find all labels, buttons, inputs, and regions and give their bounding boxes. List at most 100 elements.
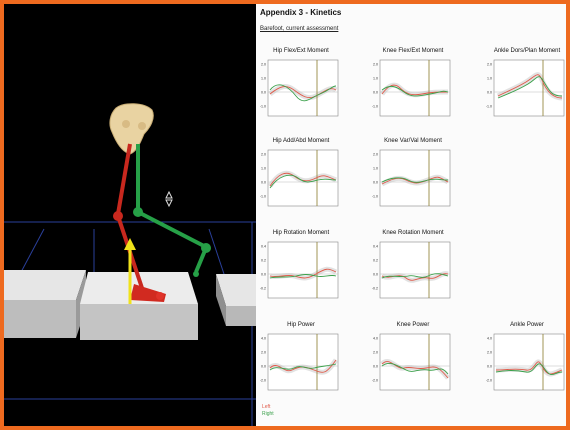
- panel-title: Hip Rotation Moment: [272, 230, 330, 236]
- y-tick-label: 0.0: [373, 365, 378, 369]
- y-tick-label: 4.0: [261, 337, 266, 341]
- y-tick-label: 0.0: [487, 91, 492, 95]
- right-series-line: [495, 363, 563, 375]
- y-tick-label: 2.0: [487, 351, 492, 355]
- kinetics-panel: Ankle Dors/Plan Moment 2.0 1.0 0.0 -1.0: [486, 48, 566, 122]
- right-series-line: [497, 76, 563, 99]
- force-plate-right: [216, 274, 256, 326]
- panel-plot: 2.0 1.0 0.0 -1.0: [486, 59, 565, 117]
- y-tick-label: 0.0: [487, 365, 492, 369]
- skeleton-scene: [4, 103, 256, 426]
- panel-plot: 4.0 2.0 0.0 -2.0: [486, 333, 565, 391]
- panel-title: Hip Flex/Ext Moment: [273, 48, 329, 54]
- y-tick-label: 1.0: [261, 167, 266, 171]
- y-tick-label: 4.0: [487, 337, 492, 341]
- kinetics-report-page: Appendix 3 - Kinetics Barefoot, current …: [256, 4, 566, 426]
- app-window: Appendix 3 - Kinetics Barefoot, current …: [4, 4, 566, 426]
- y-tick-label: 0.0: [261, 181, 266, 185]
- 3d-gait-viewport[interactable]: [4, 4, 256, 426]
- y-tick-label: 1.0: [261, 77, 266, 81]
- kinetics-panel: Knee Var/Val Moment 2.0 1.0 0.0 -1.0: [372, 138, 454, 212]
- panel-plot: 0.4 0.2 0.0 -0.2: [260, 241, 339, 299]
- left-series-line: [497, 74, 563, 99]
- panel-plot: 2.0 1.0 0.0 -1.0: [372, 59, 451, 117]
- panel-plot: 2.0 1.0 0.0 -1.0: [260, 149, 339, 207]
- kinetics-panel: Knee Power 4.0 2.0 0.0 -2.0: [372, 322, 454, 396]
- y-tick-label: 0.0: [261, 91, 266, 95]
- panel-title: Knee Rotation Moment: [382, 230, 444, 236]
- panel-plot: 4.0 2.0 0.0 -2.0: [372, 333, 451, 391]
- move-cursor-icon: [165, 190, 173, 208]
- panel-title: Ankle Power: [510, 322, 544, 328]
- y-tick-label: 1.0: [373, 167, 378, 171]
- y-tick-label: 0.0: [373, 273, 378, 277]
- legend-right: Right: [262, 411, 274, 417]
- left-series-line: [269, 172, 337, 187]
- y-tick-label: -1.0: [260, 195, 266, 199]
- force-plate-left: [4, 270, 86, 338]
- y-tick-label: 0.4: [373, 245, 378, 249]
- y-tick-label: -0.2: [372, 287, 378, 291]
- y-tick-label: 0.0: [261, 273, 266, 277]
- right-leg-green: [133, 144, 211, 277]
- panel-title: Ankle Dors/Plan Moment: [493, 48, 561, 54]
- y-tick-label: 2.0: [261, 351, 266, 355]
- right-series-line: [269, 363, 337, 371]
- kinetics-panel: Hip Power 4.0 2.0 0.0 -2.0: [260, 322, 342, 396]
- panel-title: Hip Add/Abd Moment: [272, 138, 330, 144]
- panel-title: Knee Power: [396, 322, 430, 328]
- right-series-line: [381, 85, 449, 97]
- y-tick-label: 0.0: [373, 91, 378, 95]
- y-tick-label: -1.0: [260, 105, 266, 109]
- y-tick-label: -0.2: [260, 287, 266, 291]
- y-tick-label: -1.0: [486, 105, 492, 109]
- kinetics-panel: Hip Rotation Moment 0.4 0.2 0.0 -0.2: [260, 230, 342, 304]
- y-tick-label: 2.0: [261, 63, 266, 67]
- y-tick-label: 0.0: [373, 181, 378, 185]
- right-series-line: [381, 177, 449, 183]
- y-tick-label: 2.0: [373, 351, 378, 355]
- left-series-line: [269, 86, 337, 99]
- panel-plot: 2.0 1.0 0.0 -1.0: [260, 59, 339, 117]
- right-series-line: [269, 84, 337, 102]
- right-series-line: [381, 273, 449, 279]
- panel-plot: 0.4 0.2 0.0 -0.2: [372, 241, 451, 299]
- ground-reaction-force-arrow: [124, 238, 136, 304]
- y-tick-label: -2.0: [486, 379, 492, 383]
- y-tick-label: -2.0: [260, 379, 266, 383]
- y-tick-label: 2.0: [373, 153, 378, 157]
- y-tick-label: 2.0: [487, 63, 492, 67]
- right-series-line: [269, 174, 337, 189]
- y-tick-label: 0.2: [373, 259, 378, 263]
- legend: Left Right: [262, 404, 274, 418]
- y-tick-label: -1.0: [372, 105, 378, 109]
- panel-plot: 2.0 1.0 0.0 -1.0: [372, 149, 451, 207]
- y-tick-label: 1.0: [487, 77, 492, 81]
- plot-frame: [267, 333, 339, 391]
- y-tick-label: 4.0: [373, 337, 378, 341]
- y-tick-label: 1.0: [373, 77, 378, 81]
- kinetics-panel: Knee Rotation Moment 0.4 0.2 0.0 -0.2: [372, 230, 454, 304]
- report-subtitle: Barefoot, current assessment: [260, 26, 339, 32]
- plot-frame: [379, 241, 451, 299]
- plot-frame: [493, 59, 565, 117]
- kinetics-panel: Knee Flex/Ext Moment 2.0 1.0 0.0 -1.0: [372, 48, 454, 122]
- left-series-line: [269, 268, 337, 279]
- plot-frame: [493, 333, 565, 391]
- panel-title: Knee Flex/Ext Moment: [382, 48, 444, 54]
- y-tick-label: 0.0: [261, 365, 266, 369]
- kinetics-panel: Ankle Power 4.0 2.0 0.0 -2.0: [486, 322, 566, 396]
- report-title: Appendix 3 - Kinetics: [260, 8, 342, 17]
- panel-title: Knee Var/Val Moment: [384, 138, 442, 144]
- y-tick-label: -1.0: [372, 195, 378, 199]
- left-series-line: [381, 176, 449, 185]
- y-tick-label: -2.0: [372, 379, 378, 383]
- legend-left: Left: [262, 404, 271, 410]
- right-series-line: [269, 274, 337, 279]
- right-series-line: [381, 363, 449, 375]
- kinetics-panel: Hip Flex/Ext Moment 2.0 1.0 0.0 -1.0: [260, 48, 342, 122]
- y-tick-label: 0.2: [261, 259, 266, 263]
- panel-title: Hip Power: [287, 322, 315, 328]
- y-tick-label: 2.0: [373, 63, 378, 67]
- y-tick-label: 0.4: [261, 245, 266, 249]
